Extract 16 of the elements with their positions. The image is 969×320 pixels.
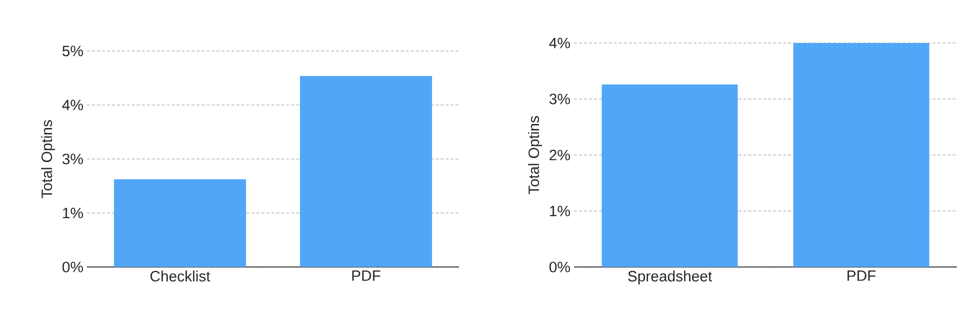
y-tick-label: 2%	[550, 150, 570, 160]
x-tick-label: Spreadsheet	[628, 270, 712, 284]
x-tick-label: PDF	[352, 270, 380, 281]
y-axis-title: Total Optins	[528, 116, 542, 194]
y-tick-label: 4%	[549, 38, 570, 48]
y-axis-title: Total Optins	[41, 120, 56, 198]
y-tick-label: 0%	[62, 262, 83, 272]
y-tick-label: 1%	[63, 208, 83, 218]
y-tick-label: 5%	[62, 46, 83, 56]
x-tick-label: PDF	[848, 270, 876, 281]
y-tick-label: 3%	[62, 154, 83, 164]
y-tick-label: 4%	[62, 100, 83, 110]
x-tick-label: Checklist	[150, 270, 210, 282]
y-tick-label: 1%	[550, 206, 570, 216]
y-tick-label: 3%	[549, 94, 570, 104]
y-tick-label: 0%	[549, 262, 570, 272]
